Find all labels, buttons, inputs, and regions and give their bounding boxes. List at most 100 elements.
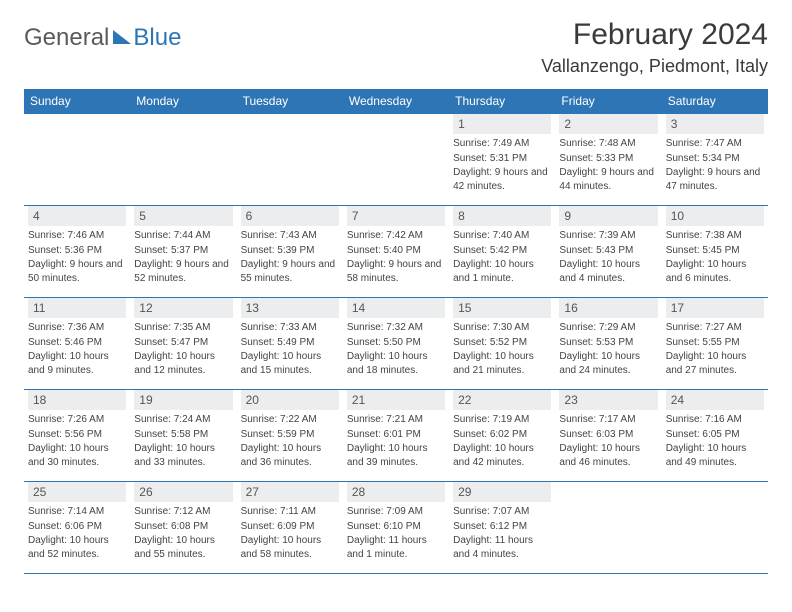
daylight-line: Daylight: 10 hours and 24 minutes. — [559, 350, 657, 377]
calendar-cell: 25Sunrise: 7:14 AMSunset: 6:06 PMDayligh… — [24, 482, 130, 574]
day-details: Sunrise: 7:43 AMSunset: 5:39 PMDaylight:… — [241, 229, 339, 285]
calendar-cell: 8Sunrise: 7:40 AMSunset: 5:42 PMDaylight… — [449, 206, 555, 298]
sunrise-line: Sunrise: 7:21 AM — [347, 413, 445, 427]
daylight-line: Daylight: 10 hours and 27 minutes. — [666, 350, 764, 377]
sunset-line: Sunset: 5:50 PM — [347, 336, 445, 350]
day-number: 12 — [134, 298, 232, 318]
sunrise-line: Sunrise: 7:48 AM — [559, 137, 657, 151]
day-details: Sunrise: 7:35 AMSunset: 5:47 PMDaylight:… — [134, 321, 232, 377]
calendar-cell: 27Sunrise: 7:11 AMSunset: 6:09 PMDayligh… — [237, 482, 343, 574]
sunrise-line: Sunrise: 7:09 AM — [347, 505, 445, 519]
day-number: 3 — [666, 114, 764, 134]
day-number: 10 — [666, 206, 764, 226]
day-details: Sunrise: 7:16 AMSunset: 6:05 PMDaylight:… — [666, 413, 764, 469]
calendar-cell: 9 Sunrise: 7:39 AMSunset: 5:43 PMDaylight… — [555, 206, 661, 298]
sunrise-line: Sunrise: 7:44 AM — [134, 229, 232, 243]
daylight-line: Daylight: 9 hours and 44 minutes. — [559, 166, 657, 193]
day-number: 9 — [559, 206, 657, 226]
sunset-line: Sunset: 6:05 PM — [666, 428, 764, 442]
day-number: 29 — [453, 482, 551, 502]
location-subtitle: Vallanzengo, Piedmont, Italy — [541, 56, 768, 77]
logo-triangle-icon — [113, 30, 131, 44]
day-details: Sunrise: 7:24 AMSunset: 5:58 PMDaylight:… — [134, 413, 232, 469]
day-details: Sunrise: 7:12 AMSunset: 6:08 PMDaylight:… — [134, 505, 232, 561]
day-number: 17 — [666, 298, 764, 318]
day-details: Sunrise: 7:29 AMSunset: 5:53 PMDaylight:… — [559, 321, 657, 377]
sunset-line: Sunset: 5:36 PM — [28, 244, 126, 258]
calendar-cell: 2Sunrise: 7:48 AMSunset: 5:33 PMDaylight… — [555, 114, 661, 206]
calendar-row: 18Sunrise: 7:26 AMSunset: 5:56 PMDayligh… — [24, 390, 768, 482]
sunset-line: Sunset: 6:09 PM — [241, 520, 339, 534]
day-details: Sunrise: 7:21 AMSunset: 6:01 PMDaylight:… — [347, 413, 445, 469]
sunset-line: Sunset: 5:33 PM — [559, 152, 657, 166]
calendar-cell: 15Sunrise: 7:30 AMSunset: 5:52 PMDayligh… — [449, 298, 555, 390]
calendar-cell — [24, 114, 130, 206]
calendar-table: Sunday Monday Tuesday Wednesday Thursday… — [24, 89, 768, 574]
sunrise-line: Sunrise: 7:40 AM — [453, 229, 551, 243]
day-number: 26 — [134, 482, 232, 502]
daylight-line: Daylight: 11 hours and 4 minutes. — [453, 534, 551, 561]
sunset-line: Sunset: 5:59 PM — [241, 428, 339, 442]
title-block: February 2024 Vallanzengo, Piedmont, Ita… — [541, 18, 768, 77]
sunrise-line: Sunrise: 7:39 AM — [559, 229, 657, 243]
calendar-cell: 20Sunrise: 7:22 AMSunset: 5:59 PMDayligh… — [237, 390, 343, 482]
logo: General Blue — [24, 18, 181, 52]
calendar-cell: 24 Sunrise: 7:16 AMSunset: 6:05 PMDayligh… — [662, 390, 768, 482]
calendar-cell: 29 Sunrise: 7:07 AMSunset: 6:12 PMDayligh… — [449, 482, 555, 574]
col-thursday: Thursday — [449, 89, 555, 114]
sunset-line: Sunset: 6:08 PM — [134, 520, 232, 534]
calendar-cell: 18Sunrise: 7:26 AMSunset: 5:56 PMDayligh… — [24, 390, 130, 482]
day-details: Sunrise: 7:17 AMSunset: 6:03 PMDaylight:… — [559, 413, 657, 469]
sunset-line: Sunset: 5:39 PM — [241, 244, 339, 258]
sunrise-line: Sunrise: 7:24 AM — [134, 413, 232, 427]
calendar-cell: 3Sunrise: 7:47 AMSunset: 5:34 PMDaylight… — [662, 114, 768, 206]
daylight-line: Daylight: 10 hours and 1 minute. — [453, 258, 551, 285]
sunrise-line: Sunrise: 7:43 AM — [241, 229, 339, 243]
sunrise-line: Sunrise: 7:07 AM — [453, 505, 551, 519]
calendar-cell — [555, 482, 661, 574]
sunset-line: Sunset: 5:53 PM — [559, 336, 657, 350]
daylight-line: Daylight: 9 hours and 52 minutes. — [134, 258, 232, 285]
sunset-line: Sunset: 5:37 PM — [134, 244, 232, 258]
calendar-cell — [343, 114, 449, 206]
sunrise-line: Sunrise: 7:17 AM — [559, 413, 657, 427]
sunrise-line: Sunrise: 7:32 AM — [347, 321, 445, 335]
day-number: 7 — [347, 206, 445, 226]
daylight-line: Daylight: 10 hours and 55 minutes. — [134, 534, 232, 561]
day-details: Sunrise: 7:11 AMSunset: 6:09 PMDaylight:… — [241, 505, 339, 561]
daylight-line: Daylight: 10 hours and 30 minutes. — [28, 442, 126, 469]
day-number: 5 — [134, 206, 232, 226]
day-number: 14 — [347, 298, 445, 318]
day-number: 21 — [347, 390, 445, 410]
sunset-line: Sunset: 5:52 PM — [453, 336, 551, 350]
day-details: Sunrise: 7:19 AMSunset: 6:02 PMDaylight:… — [453, 413, 551, 469]
sunset-line: Sunset: 5:56 PM — [28, 428, 126, 442]
sunrise-line: Sunrise: 7:29 AM — [559, 321, 657, 335]
sunset-line: Sunset: 6:06 PM — [28, 520, 126, 534]
daylight-line: Daylight: 10 hours and 58 minutes. — [241, 534, 339, 561]
day-number: 28 — [347, 482, 445, 502]
sunset-line: Sunset: 5:47 PM — [134, 336, 232, 350]
daylight-line: Daylight: 10 hours and 9 minutes. — [28, 350, 126, 377]
calendar-cell: 5 Sunrise: 7:44 AMSunset: 5:37 PMDaylight… — [130, 206, 236, 298]
sunrise-line: Sunrise: 7:19 AM — [453, 413, 551, 427]
sunset-line: Sunset: 6:03 PM — [559, 428, 657, 442]
calendar-cell: 12 Sunrise: 7:35 AMSunset: 5:47 PMDayligh… — [130, 298, 236, 390]
day-details: Sunrise: 7:42 AMSunset: 5:40 PMDaylight:… — [347, 229, 445, 285]
day-details: Sunrise: 7:07 AMSunset: 6:12 PMDaylight:… — [453, 505, 551, 561]
sunset-line: Sunset: 5:42 PM — [453, 244, 551, 258]
daylight-line: Daylight: 9 hours and 58 minutes. — [347, 258, 445, 285]
calendar-cell: 6Sunrise: 7:43 AMSunset: 5:39 PMDaylight… — [237, 206, 343, 298]
day-number: 24 — [666, 390, 764, 410]
sunrise-line: Sunrise: 7:46 AM — [28, 229, 126, 243]
daylight-line: Daylight: 10 hours and 18 minutes. — [347, 350, 445, 377]
weekday-header-row: Sunday Monday Tuesday Wednesday Thursday… — [24, 89, 768, 114]
calendar-row: 25Sunrise: 7:14 AMSunset: 6:06 PMDayligh… — [24, 482, 768, 574]
day-details: Sunrise: 7:49 AMSunset: 5:31 PMDaylight:… — [453, 137, 551, 193]
col-saturday: Saturday — [662, 89, 768, 114]
col-sunday: Sunday — [24, 89, 130, 114]
calendar-cell: 4Sunrise: 7:46 AMSunset: 5:36 PMDaylight… — [24, 206, 130, 298]
sunset-line: Sunset: 6:01 PM — [347, 428, 445, 442]
day-details: Sunrise: 7:46 AMSunset: 5:36 PMDaylight:… — [28, 229, 126, 285]
day-details: Sunrise: 7:39 AMSunset: 5:43 PMDaylight:… — [559, 229, 657, 285]
